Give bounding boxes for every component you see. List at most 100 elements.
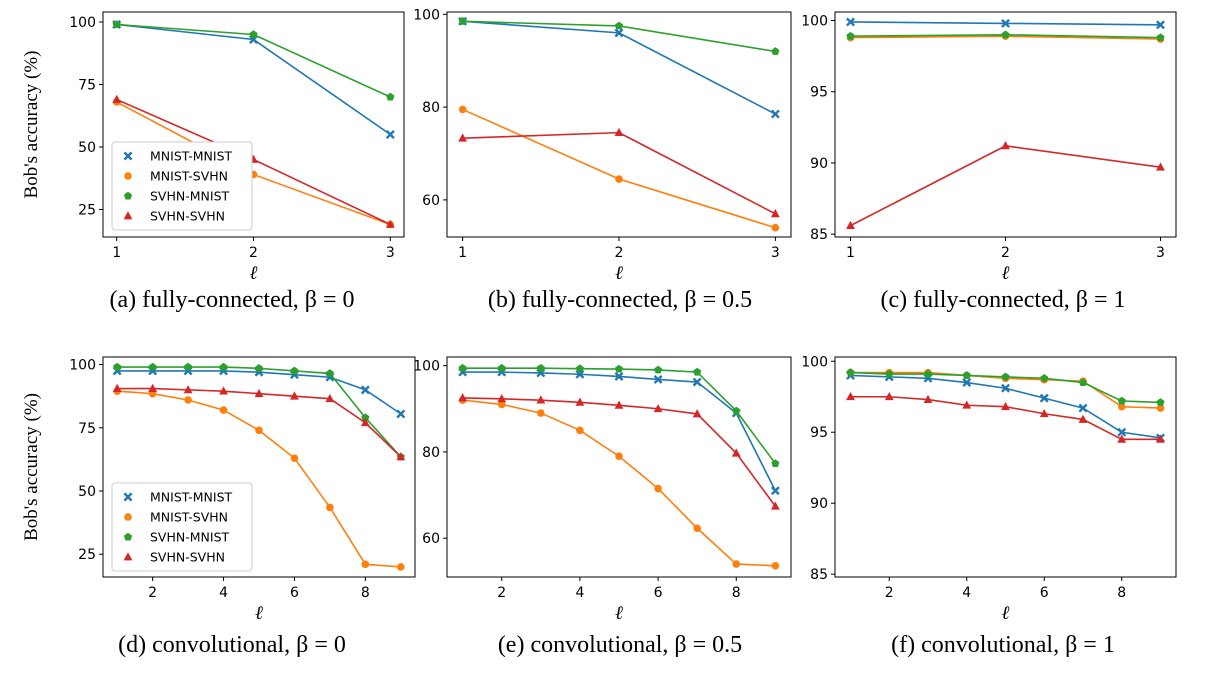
data-point-svhn-mnist bbox=[1156, 33, 1165, 42]
legend-label: MNIST-SVHN bbox=[150, 510, 228, 525]
x-tick-label: 6 bbox=[290, 585, 299, 601]
series-line-mnist-mnist bbox=[462, 20, 776, 115]
data-point-svhn-mnist bbox=[536, 363, 545, 372]
data-point-svhn-mnist bbox=[1040, 373, 1049, 382]
data-point-svhn-svhn bbox=[923, 394, 933, 403]
series-line-svhn-mnist bbox=[117, 366, 402, 458]
data-point-svhn-mnist bbox=[184, 362, 193, 371]
data-point-svhn-mnist bbox=[575, 364, 584, 373]
data-point-svhn-mnist bbox=[254, 364, 264, 372]
data-point-svhn-mnist bbox=[112, 20, 121, 28]
data-point-svhn-svhn bbox=[846, 220, 855, 230]
x-tick-label: 6 bbox=[654, 585, 663, 601]
data-point-svhn-mnist bbox=[1001, 372, 1010, 381]
data-point-mnist-mnist bbox=[770, 486, 780, 496]
legend-marker-mnist-svhn bbox=[124, 513, 132, 521]
legend-marker-svhn-svhn bbox=[123, 211, 133, 220]
plot-frame bbox=[834, 356, 1177, 578]
y-tick-label: 100 bbox=[801, 354, 828, 370]
legend-marker-mnist-svhn bbox=[124, 172, 132, 180]
data-point-svhn-svhn bbox=[497, 394, 507, 403]
data-point-mnist-svhn bbox=[771, 561, 780, 570]
data-point-mnist-mnist bbox=[1117, 427, 1127, 437]
data-point-mnist-svhn bbox=[615, 175, 623, 183]
data-point-mnist-mnist bbox=[614, 28, 624, 38]
data-point-svhn-mnist bbox=[1117, 396, 1126, 405]
y-tick-label: 90 bbox=[810, 496, 828, 512]
data-point-mnist-mnist bbox=[1001, 383, 1010, 393]
legend-label: MNIST-MNIST bbox=[150, 490, 233, 505]
series-line-svhn-mnist bbox=[462, 367, 777, 465]
data-point-mnist-mnist bbox=[360, 385, 370, 395]
series-line-mnist-mnist bbox=[462, 371, 777, 492]
data-point-mnist-mnist bbox=[614, 371, 624, 381]
data-point-svhn-svhn bbox=[1156, 434, 1165, 443]
legend-marker-svhn-mnist bbox=[123, 532, 133, 541]
x-tick-label: 8 bbox=[732, 585, 741, 601]
x-tick-label: 3 bbox=[1156, 245, 1165, 261]
x-tick-label: 8 bbox=[361, 585, 370, 601]
data-point-svhn-mnist bbox=[846, 368, 855, 377]
legend-label: SVHN-MNIST bbox=[150, 530, 230, 545]
data-point-mnist-svhn bbox=[219, 406, 228, 414]
y-axis-label: Bob's accuracy (%) bbox=[21, 51, 42, 199]
data-point-svhn-svhn bbox=[770, 501, 780, 510]
data-point-svhn-svhn bbox=[614, 400, 624, 409]
data-point-mnist-svhn bbox=[326, 503, 334, 512]
data-point-svhn-mnist bbox=[771, 47, 780, 55]
y-tick-label: 75 bbox=[78, 421, 96, 437]
data-point-svhn-svhn bbox=[1001, 401, 1010, 411]
data-point-svhn-svhn bbox=[148, 383, 158, 393]
data-point-svhn-svhn bbox=[325, 393, 335, 403]
data-point-svhn-svhn bbox=[360, 417, 370, 427]
y-tick-label: 100 bbox=[801, 14, 828, 30]
chart-caption: (c) fully-connected, β = 1 bbox=[881, 287, 1126, 313]
data-point-mnist-svhn bbox=[537, 409, 545, 417]
y-tick-label: 50 bbox=[78, 484, 96, 500]
data-point-svhn-mnist bbox=[614, 21, 624, 30]
legend: MNIST-MNIST MNIST-SVHN SVHN-MNIST SVHN-SVHN bbox=[111, 482, 253, 572]
data-point-svhn-mnist bbox=[113, 362, 122, 371]
data-point-svhn-svhn bbox=[731, 448, 741, 457]
plot-frame bbox=[834, 11, 1177, 238]
series-line-svhn-svhn bbox=[117, 387, 402, 458]
data-point-svhn-svhn bbox=[884, 391, 894, 401]
y-tick-label: 95 bbox=[810, 85, 828, 101]
legend-label: SVHN-MNIST bbox=[150, 189, 230, 204]
data-point-svhn-mnist bbox=[614, 364, 624, 373]
x-tick-label: 1 bbox=[112, 245, 121, 261]
data-point-mnist-svhn bbox=[397, 563, 405, 571]
data-point-svhn-svhn bbox=[458, 393, 468, 402]
legend-frame bbox=[111, 141, 253, 231]
data-point-svhn-mnist bbox=[771, 459, 780, 468]
data-point-svhn-mnist bbox=[693, 367, 702, 376]
data-point-svhn-svhn bbox=[1117, 434, 1127, 443]
data-point-svhn-svhn bbox=[575, 397, 585, 406]
legend-marker-svhn-svhn bbox=[123, 552, 133, 561]
chart-panel-c: 85 90 95 100 1 2 3 ℓ (c) fully-connected, β = 1 bbox=[801, 11, 1177, 313]
data-point-mnist-svhn bbox=[255, 426, 263, 435]
data-point-svhn-svhn bbox=[254, 388, 264, 398]
data-point-svhn-svhn bbox=[112, 94, 122, 103]
data-point-svhn-svhn bbox=[385, 219, 395, 228]
plot-frame bbox=[446, 356, 792, 578]
y-tick-label: 100 bbox=[413, 7, 440, 23]
data-point-svhn-svhn bbox=[962, 400, 972, 409]
legend-label: SVHN-SVHN bbox=[150, 209, 225, 224]
y-tick-label: 85 bbox=[810, 567, 828, 583]
data-point-svhn-svhn bbox=[1078, 414, 1088, 423]
data-point-svhn-svhn bbox=[290, 391, 299, 400]
chart-caption: (f) convolutional, β = 1 bbox=[891, 632, 1115, 658]
data-point-svhn-svhn bbox=[396, 452, 406, 461]
data-point-mnist-svhn bbox=[654, 484, 662, 493]
x-tick-label: 4 bbox=[219, 585, 228, 601]
y-tick-label: 95 bbox=[810, 425, 828, 441]
y-tick-label: 100 bbox=[69, 15, 96, 31]
plot-frame bbox=[102, 356, 416, 578]
x-axis-label: ℓ bbox=[615, 602, 623, 624]
y-tick-label: 60 bbox=[422, 531, 440, 547]
legend-frame bbox=[111, 482, 253, 572]
y-tick-label: 90 bbox=[810, 156, 828, 172]
data-point-svhn-mnist bbox=[846, 31, 855, 40]
